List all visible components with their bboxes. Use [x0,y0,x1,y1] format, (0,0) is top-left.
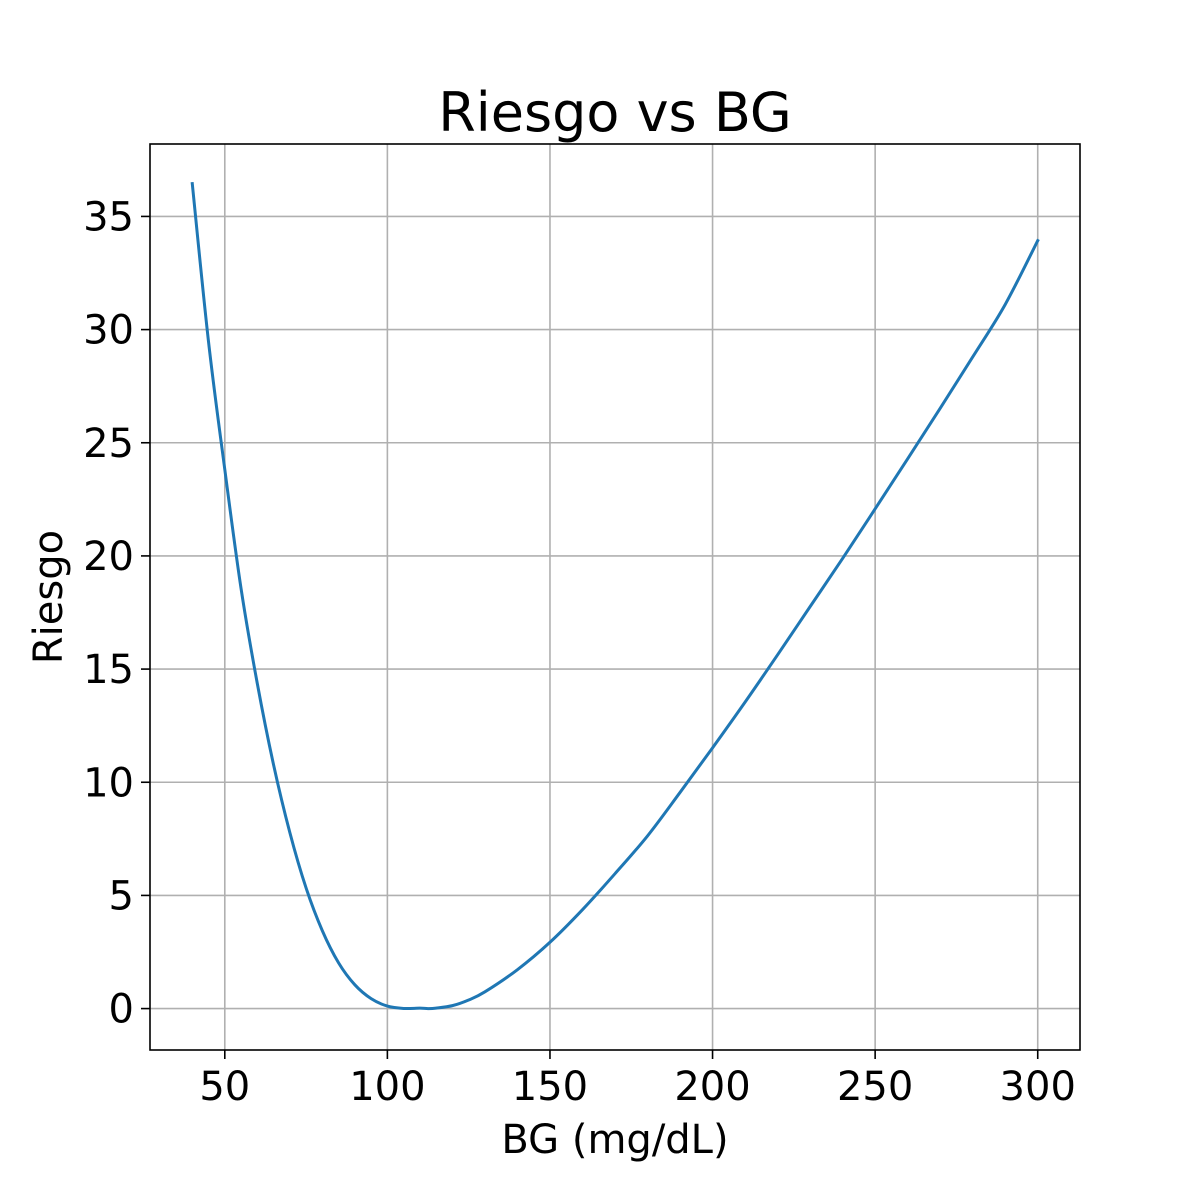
y-axis-label: Riesgo [26,530,72,664]
x-axis-label: BG (mg/dL) [501,1117,728,1163]
y-tick-label: 25 [83,421,134,467]
chart-title: Riesgo vs BG [438,81,792,144]
y-tick-label: 30 [83,308,134,354]
plot-series [190,181,1040,1011]
y-tick-label: 20 [83,534,134,580]
x-tick-label: 50 [199,1064,250,1110]
y-tick-label: 35 [83,194,134,240]
y-tick-label: 5 [109,873,134,919]
x-tick-label: 300 [1000,1064,1076,1110]
grid [150,144,1080,1050]
plot-frame [149,143,1081,1051]
y-tick-label: 0 [109,987,134,1033]
x-tick-label: 150 [512,1064,588,1110]
x-tick-label: 250 [837,1064,913,1110]
y-tick-label: 10 [83,760,134,806]
x-tick-label: 200 [674,1064,750,1110]
series-line [190,181,1040,1011]
x-tick-label: 100 [349,1064,425,1110]
axis-ticks: 50 100 150 200 250 300 0 5 10 15 20 25 30 35 [83,194,1076,1110]
y-tick-label: 15 [83,647,134,693]
